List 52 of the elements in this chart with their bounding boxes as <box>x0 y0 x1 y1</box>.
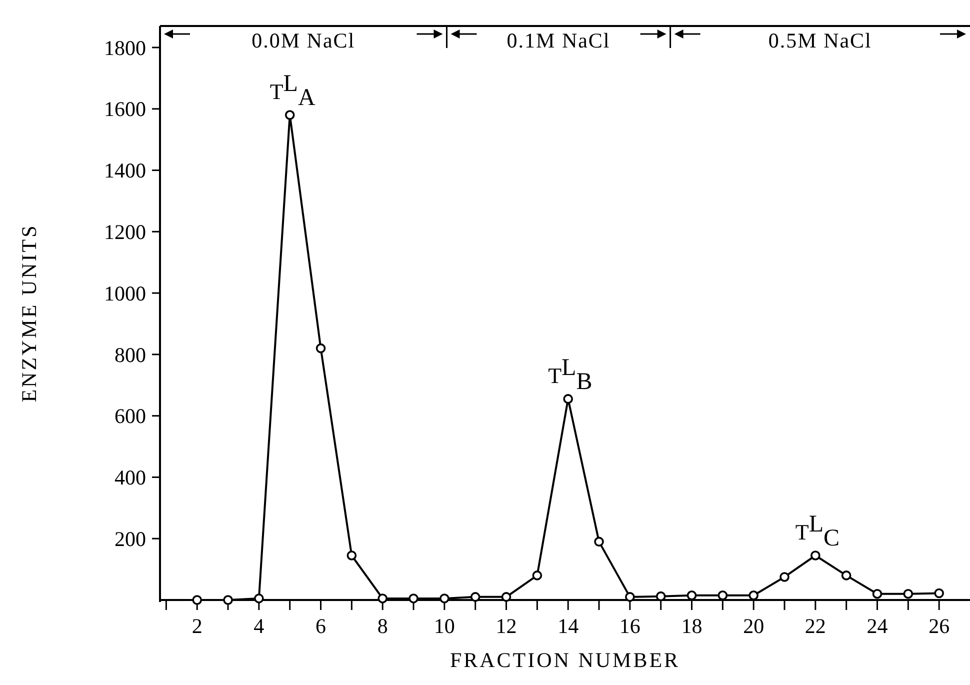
point <box>563 394 573 404</box>
y-tick-label: 1000 <box>104 281 146 306</box>
y-tick-label: 600 <box>114 404 146 428</box>
x-tick-label: 22 <box>804 614 826 638</box>
x-tick-label: 4 <box>254 614 265 638</box>
point <box>810 550 820 560</box>
point <box>378 594 388 604</box>
point <box>192 595 202 605</box>
y-tick-label: 1600 <box>104 97 146 122</box>
x-tick-label: 16 <box>619 614 640 638</box>
y-tick-label: 1200 <box>104 220 146 244</box>
point <box>254 594 264 604</box>
point <box>872 588 882 599</box>
y-tick-label: 200 <box>114 526 146 551</box>
point <box>501 592 512 602</box>
point <box>934 588 944 598</box>
point <box>841 570 852 580</box>
point <box>223 595 233 605</box>
annotation: 0.1M NaCl <box>506 28 610 52</box>
point <box>316 343 326 354</box>
point <box>625 592 635 602</box>
y-axis-title: ENZYME UNITS <box>17 224 41 402</box>
point <box>594 536 604 547</box>
annotation: 0.0M NaCl <box>252 28 356 52</box>
point <box>748 590 758 600</box>
point <box>470 592 480 602</box>
x-tick-label: 6 <box>316 614 326 638</box>
x-tick-label: 12 <box>496 614 517 638</box>
point <box>284 110 295 120</box>
x-tick-label: 10 <box>434 614 455 638</box>
y-tick-label: 1400 <box>104 158 146 183</box>
point <box>346 550 357 560</box>
y-tick-label: 1800 <box>104 36 146 60</box>
y-tick-label: 800 <box>114 342 146 367</box>
x-tick-label: 18 <box>681 614 702 638</box>
x-tick-label: 8 <box>377 614 388 638</box>
x-axis-title: FRACTION NUMBER <box>450 648 680 672</box>
x-tick-label: 24 <box>866 614 888 638</box>
x-tick-label: 20 <box>743 614 764 638</box>
x-tick-label: 14 <box>558 614 580 638</box>
x-tick-label: 2 <box>192 614 202 638</box>
y-tick-label: 400 <box>114 466 146 490</box>
point <box>408 594 418 604</box>
point <box>718 590 728 600</box>
point <box>903 588 914 599</box>
point <box>780 572 790 582</box>
point <box>440 594 450 604</box>
point <box>656 591 666 602</box>
point <box>686 590 697 600</box>
x-tick-label: 26 <box>928 614 950 638</box>
point <box>532 570 542 580</box>
annotation: 0.5M NaCl <box>768 28 872 52</box>
